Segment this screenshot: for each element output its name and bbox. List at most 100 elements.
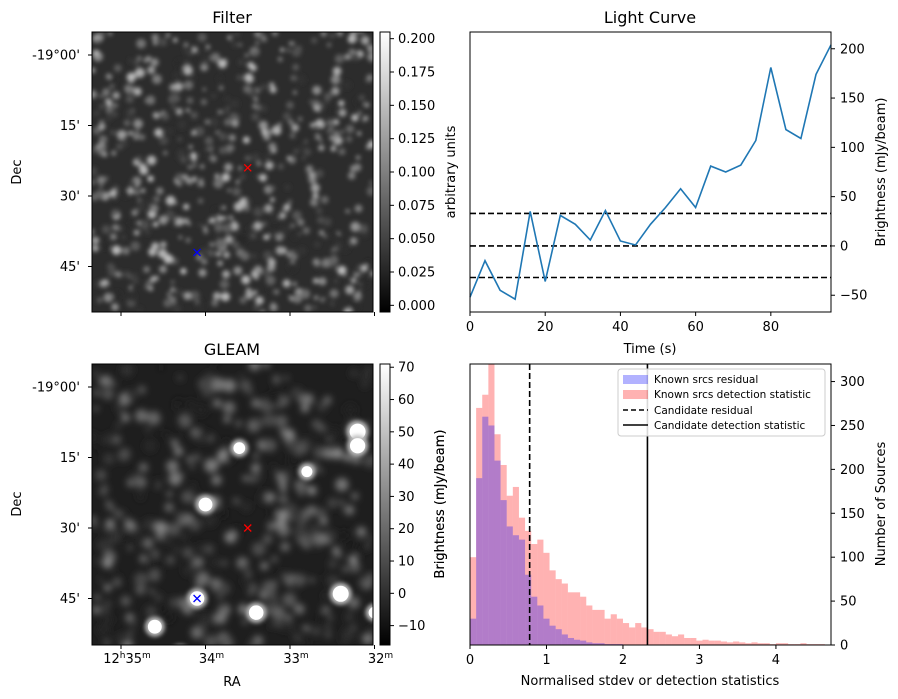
lightcurve-title: Light Curve bbox=[604, 8, 696, 27]
filter-noise-blob bbox=[292, 210, 302, 221]
gleam-noise-blob bbox=[145, 426, 151, 432]
filter-noise-blob bbox=[131, 276, 139, 285]
filter-noise-blob bbox=[347, 171, 356, 180]
gleam-noise-blob bbox=[92, 522, 99, 529]
gleam-noise-blob bbox=[211, 474, 222, 486]
filter-noise-blob bbox=[231, 41, 238, 48]
gleam-noise-blob bbox=[191, 556, 203, 568]
histogram-bar-detection bbox=[647, 629, 654, 645]
filter-noise-blob bbox=[116, 130, 127, 140]
gleam-noise-blob bbox=[365, 572, 373, 582]
filter-noise-blob bbox=[161, 112, 170, 121]
filter-noise-blob bbox=[173, 37, 178, 43]
histogram-bar-detection bbox=[684, 637, 691, 645]
filter-noise-blob bbox=[183, 44, 194, 55]
gleam-noise-blob bbox=[362, 633, 373, 645]
histogram-ytick-label: 0 bbox=[840, 639, 848, 654]
histogram-bar-detection bbox=[800, 643, 807, 645]
gleam-noise-blob bbox=[321, 605, 331, 615]
filter-noise-blob bbox=[213, 178, 224, 189]
gleam-noise-blob bbox=[185, 399, 196, 411]
histogram-bar-detection bbox=[561, 583, 568, 645]
gleam-noise-blob bbox=[188, 518, 201, 531]
gleam-noise-blob bbox=[286, 438, 300, 452]
gleam-noise-blob bbox=[142, 537, 154, 549]
gleam-noise-blob bbox=[285, 503, 298, 515]
gleam-noise-blob bbox=[182, 547, 194, 559]
filter-colorbar-tick-label: 0.000 bbox=[398, 299, 435, 314]
gleam-noise-blob bbox=[103, 607, 109, 613]
gleam-noise-blob bbox=[275, 415, 288, 428]
gleam-noise-blob bbox=[332, 547, 341, 556]
gleam-noise-blob bbox=[240, 563, 249, 572]
filter-noise-blob bbox=[118, 270, 122, 274]
filter-noise-blob bbox=[323, 234, 328, 239]
filter-noise-blob bbox=[320, 32, 327, 37]
histogram-bar-detection bbox=[555, 579, 562, 645]
histogram-bar-residual bbox=[494, 460, 501, 645]
filter-noise-blob bbox=[229, 112, 239, 122]
filter-noise-blob bbox=[350, 277, 357, 284]
filter-noise-blob bbox=[95, 38, 101, 43]
filter-noise-blob bbox=[224, 235, 234, 244]
gleam-noise-blob bbox=[170, 439, 179, 448]
gleam-noise-blob bbox=[135, 409, 148, 423]
gleam-noise-blob bbox=[105, 518, 115, 529]
filter-noise-blob bbox=[366, 74, 373, 82]
filter-noise-blob bbox=[292, 293, 303, 304]
filter-noise-blob bbox=[92, 126, 101, 135]
histogram-ylabel: Number of Sources bbox=[874, 442, 889, 567]
gleam-noise-blob bbox=[112, 573, 120, 581]
filter-noise-blob bbox=[195, 302, 205, 312]
gleam-noise-blob bbox=[307, 505, 317, 515]
filter-noise-blob bbox=[253, 265, 263, 275]
gleam-noise-blob bbox=[92, 516, 97, 524]
gleam-noise-blob bbox=[361, 382, 368, 389]
filter-noise-blob bbox=[182, 174, 188, 180]
gleam-noise-blob bbox=[280, 542, 290, 552]
gleam-noise-blob bbox=[275, 471, 284, 480]
gleam-noise-blob bbox=[281, 470, 292, 480]
filter-noise-blob bbox=[189, 290, 200, 301]
filter-noise-blob bbox=[221, 205, 226, 210]
gleam-marker-1 bbox=[193, 594, 202, 603]
histogram-bar-detection bbox=[494, 434, 501, 645]
gleam-noise-blob bbox=[134, 476, 147, 489]
gleam-noise-blob bbox=[288, 624, 296, 632]
filter-noise-blob bbox=[224, 96, 231, 102]
histogram-bar-detection bbox=[720, 641, 727, 645]
gleam-source-2 bbox=[198, 497, 213, 512]
gleam-noise-blob bbox=[344, 505, 355, 515]
filter-noise-blob bbox=[243, 205, 250, 212]
histogram-x-ticks: 0 1 2 3 4 bbox=[466, 645, 780, 668]
histogram-bar-detection bbox=[537, 539, 544, 646]
filter-noise-blob bbox=[253, 221, 263, 231]
histogram-legend: Known srcs residual Known srcs detection… bbox=[617, 368, 826, 437]
filter-noise-blob bbox=[99, 120, 104, 125]
filter-noise-blob bbox=[165, 33, 170, 38]
gleam-noise-blob bbox=[120, 533, 131, 543]
filter-noise-blob bbox=[113, 64, 122, 72]
filter-noise-blob bbox=[232, 187, 242, 197]
gleam-noise-blob bbox=[239, 373, 244, 379]
filter-noise-blob bbox=[106, 114, 113, 121]
gleam-noise-blob bbox=[181, 490, 195, 504]
lightcurve-ytick-label: 50 bbox=[840, 190, 857, 205]
filter-noise-blob bbox=[149, 204, 159, 213]
gleam-noise-blob bbox=[186, 605, 193, 612]
histogram-bar-detection bbox=[567, 592, 575, 645]
filter-noise-blob bbox=[206, 220, 210, 225]
gleam-noise-blob bbox=[176, 374, 184, 382]
filter-noise-blob bbox=[341, 243, 350, 253]
filter-noise-blob bbox=[239, 296, 247, 304]
gleam-noise-blob bbox=[144, 609, 151, 616]
gleam-noise-blob bbox=[351, 625, 356, 629]
filter-axes-frame bbox=[91, 31, 374, 313]
filter-noise-blob bbox=[128, 220, 133, 225]
gleam-colorbar-tick-label: 0 bbox=[398, 587, 406, 602]
filter-noise-blob bbox=[98, 135, 108, 144]
filter-noise-blob bbox=[219, 279, 230, 290]
filter-noise-blob bbox=[102, 88, 110, 96]
gleam-noise-blob bbox=[323, 448, 334, 459]
filter-noise-blob bbox=[349, 237, 358, 245]
